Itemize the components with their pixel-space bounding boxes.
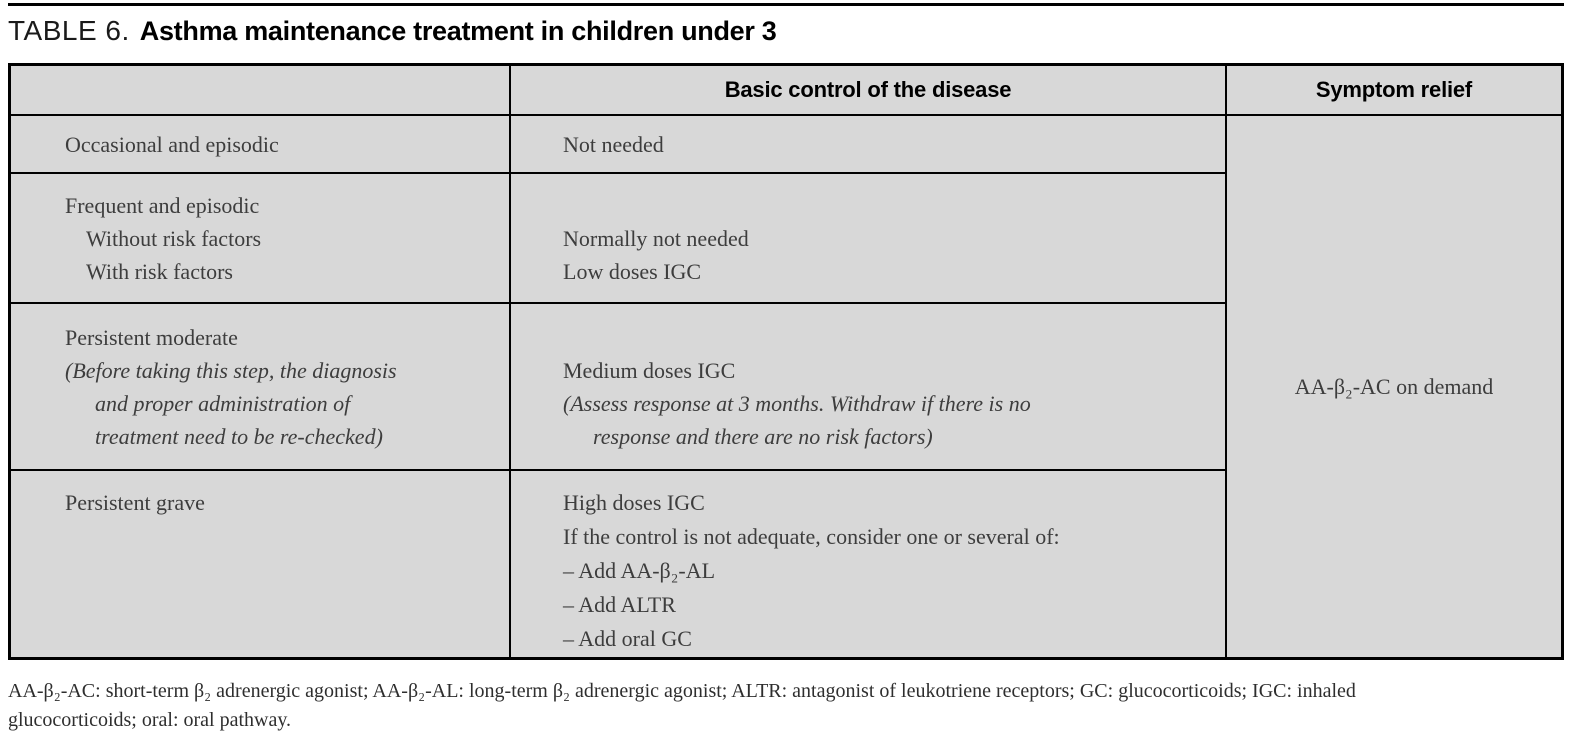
cell-line: – Add oral GC [563,626,692,651]
cell-line: Without risk factors [86,225,262,251]
abbreviations-footnote: AA-β₂-AC: short-term β₂ adrenergic agoni… [8,677,1564,733]
cell-line: – Add AA-β₂-AL [563,558,716,583]
cell-line: Not needed [563,131,664,157]
row-grave-treatment: High doses IGC If the control is not ade… [511,471,1227,657]
cell-line: and proper administration of [95,390,351,416]
footnote-line: AA-β₂-AC: short-term β₂ adrenergic agoni… [8,680,1356,702]
row-moderate-severity: Persistent moderate (Before taking this … [11,304,511,471]
cell-line: Occasional and episodic [65,131,279,157]
table-title: TABLE 6. Asthma maintenance treatment in … [8,15,1564,52]
asthma-treatment-table: Basic control of the disease Symptom rel… [8,63,1564,660]
cell-line: Low doses IGC [563,258,702,284]
cell-line: High doses IGC [563,490,705,515]
cell-line: If the control is not adequate, consider… [563,524,1060,549]
cell-line [563,321,1215,354]
row-frequent-treatment: Normally not needed Low doses IGC [511,174,1227,304]
header-symptom-relief: Symptom relief [1227,66,1561,116]
cell-line: Medium doses IGC [563,357,736,383]
cell-line: Persistent moderate [65,324,238,350]
cell-line: (Before taking this step, the diagnosis [65,357,397,383]
row-moderate-treatment: Medium doses IGC (Assess response at 3 m… [511,304,1227,471]
header-severity-empty [11,66,511,116]
cell-line [563,189,1215,222]
row-occasional-treatment: Not needed [511,116,1227,174]
document-page: TABLE 6. Asthma maintenance treatment in … [0,3,1572,733]
header-basic-control: Basic control of the disease [511,66,1227,116]
cell-line: Persistent grave [65,490,205,515]
table-title-text: Asthma maintenance treatment in children… [139,16,777,46]
symptom-relief-merged-cell: AA-β₂-AC on demand [1294,373,1494,399]
footnote-line: glucocorticoids; oral: oral pathway. [8,709,292,731]
cell-line: Frequent and episodic [65,192,260,218]
row-frequent-severity: Frequent and episodic Without risk facto… [11,174,511,304]
cell-line: – Add ALTR [563,592,676,617]
cell-line: Normally not needed [563,225,749,251]
table-number: TABLE 6. [8,15,130,46]
row-grave-severity: Persistent grave [11,471,511,657]
cell-line: (Assess response at 3 months. Withdraw i… [563,390,1031,416]
top-rule [8,3,1564,6]
cell-line: With risk factors [86,258,233,284]
row-occasional-severity: Occasional and episodic [11,116,511,174]
cell-line: treatment need to be re-checked) [95,423,383,449]
cell-line: response and there are no risk factors) [593,423,933,449]
